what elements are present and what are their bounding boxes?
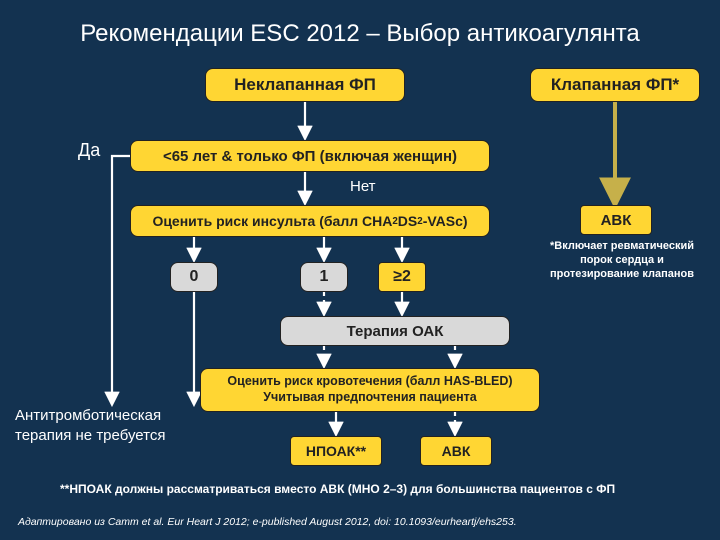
box-hasbled: Оценить риск кровотечения (балл HAS-BLED…: [200, 368, 540, 412]
box-oac-therapy: Терапия ОАК: [280, 316, 510, 346]
box-score-2: ≥2: [378, 262, 426, 292]
box-avk-1: АВК: [580, 205, 652, 235]
box-npoak: НПОАК**: [290, 436, 382, 466]
box-valvular: Клапанная ФП*: [530, 68, 700, 102]
box-score-1: 1: [300, 262, 348, 292]
box-age65: <65 лет & только ФП (включая женщин): [130, 140, 490, 172]
label-yes: Да: [78, 140, 100, 161]
label-no-therapy: Антитромботическаятерапия не требуется: [15, 406, 165, 445]
label-no: Нет: [350, 178, 376, 195]
label-foot-npoak: **НПОАК должны рассматриваться вместо АВ…: [60, 482, 615, 496]
box-assess-stroke: Оценить риск инсульта (балл CHA2DS2-VASc…: [130, 205, 490, 237]
box-nonvalvular: Неклапанная ФП: [205, 68, 405, 102]
box-avk-2: АВК: [420, 436, 492, 466]
page-title: Рекомендации ESC 2012 – Выбор антикоагул…: [0, 20, 720, 48]
box-score-0: 0: [170, 262, 218, 292]
label-citation: Адаптировано из Camm et al. Eur Heart J …: [18, 516, 517, 528]
label-foot-valv: *Включает ревматическийпорок сердца ипро…: [532, 240, 712, 281]
